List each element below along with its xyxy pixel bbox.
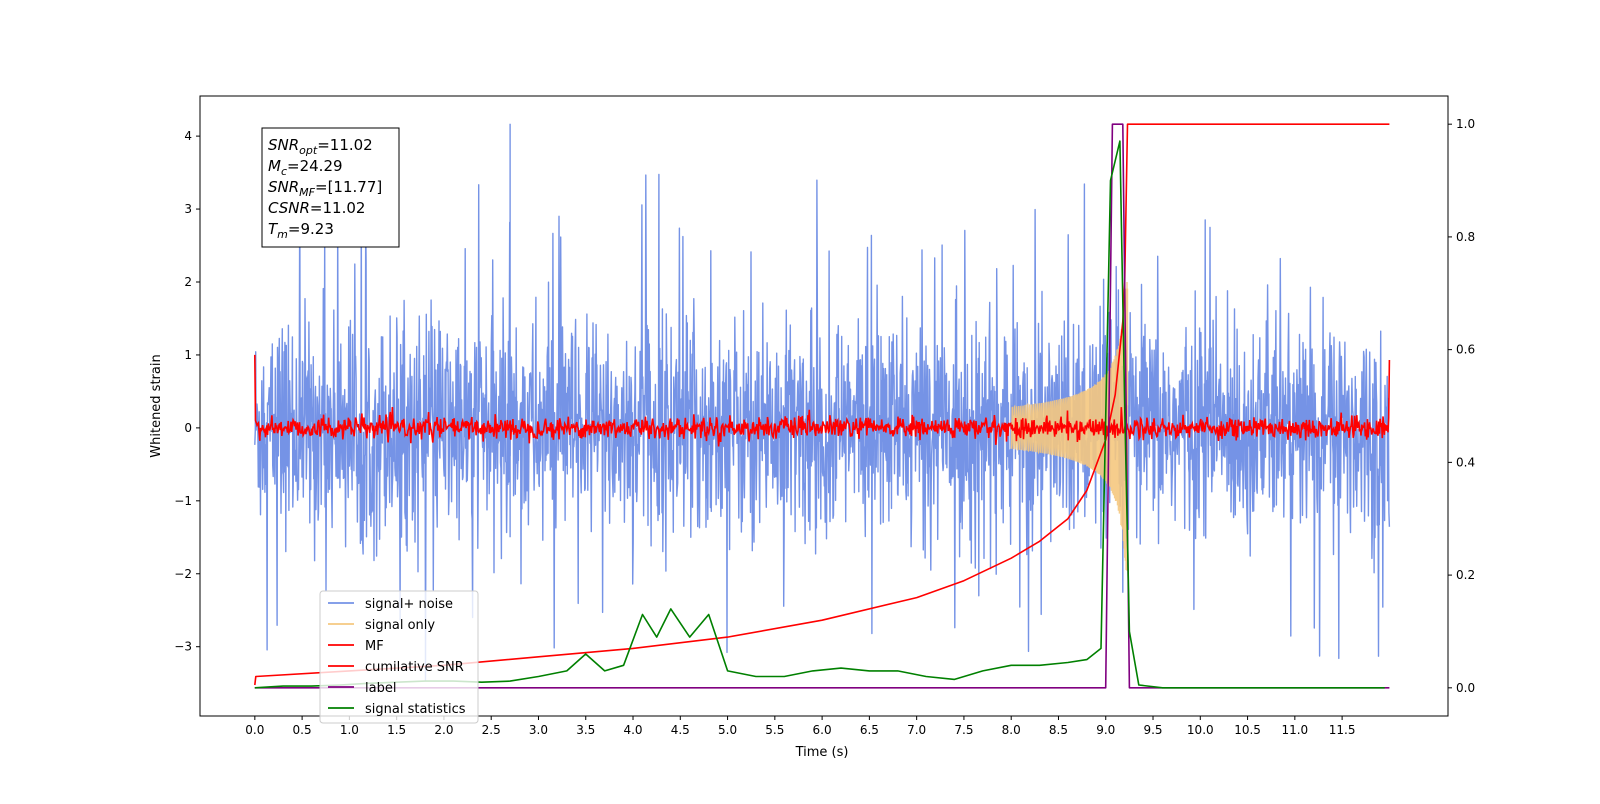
x-tick-label: 8.0 xyxy=(1002,723,1021,737)
annotation-line: Tm=9.23 xyxy=(268,220,334,241)
x-tick-label: 3.0 xyxy=(529,723,548,737)
y-axis-right: 0.0 0.2 0.4 0.6 0.8 1.0 xyxy=(1448,117,1475,695)
x-tick-label: 4.0 xyxy=(623,723,642,737)
y-left-tick-label: 0 xyxy=(184,421,192,435)
plot-frame xyxy=(199,95,1449,717)
x-tick-label: 8.5 xyxy=(1049,723,1068,737)
annotation-line: CSNR=11.02 xyxy=(268,199,365,217)
x-tick-label: 2.0 xyxy=(434,723,453,737)
annotation-subscript: c xyxy=(281,165,287,178)
x-tick-label: 6.0 xyxy=(813,723,832,737)
annotation-line: SNRopt=11.02 xyxy=(268,136,373,157)
x-tick-label: 11.0 xyxy=(1281,723,1308,737)
y-left-tick-label: −3 xyxy=(174,640,192,654)
y-right-tick-label: 0.8 xyxy=(1456,230,1475,244)
legend-frame xyxy=(319,590,479,724)
x-tick-label: 2.5 xyxy=(482,723,501,737)
legend-entry: signal+ noise xyxy=(365,597,453,612)
legend-entry: label xyxy=(365,681,396,696)
x-tick-label: 5.5 xyxy=(765,723,784,737)
x-tick-label: 6.5 xyxy=(860,723,879,737)
x-tick-label: 1.5 xyxy=(387,723,406,737)
y-left-tick-label: −2 xyxy=(174,567,192,581)
annotation-box: SNRopt=11.02Mc=24.29SNRMF=[11.77]CSNR=11… xyxy=(261,127,400,248)
legend-entry: MF xyxy=(365,639,384,654)
annotation-value: =11.02 xyxy=(310,199,366,217)
x-tick-label: 9.0 xyxy=(1096,723,1115,737)
annotation-line: SNRMF=[11.77] xyxy=(268,178,382,199)
x-tick-label: 9.5 xyxy=(1143,723,1162,737)
y-right-tick-label: 1.0 xyxy=(1456,117,1475,131)
x-tick-label: 10.5 xyxy=(1234,723,1261,737)
legend-entry: cumilative SNR xyxy=(365,660,464,675)
legend-entry: signal statistics xyxy=(365,702,466,717)
annotation-value: =24.29 xyxy=(287,157,343,175)
x-tick-label: 7.5 xyxy=(954,723,973,737)
y-right-tick-label: 0.4 xyxy=(1456,455,1475,469)
annotation-subscript: opt xyxy=(299,144,318,157)
y-left-tick-label: 4 xyxy=(184,129,192,143)
annotation-subscript: m xyxy=(277,228,288,241)
legend: signal+ noise signal only MF cumilative SNR… xyxy=(319,590,479,724)
legend-entry: signal only xyxy=(365,618,435,633)
x-tick-label: 0.5 xyxy=(293,723,312,737)
annotation-subscript: MF xyxy=(299,186,315,199)
plot-area xyxy=(254,123,1391,689)
y-axis-label: Whitened strain xyxy=(149,354,164,457)
annotation-symbol: SNR xyxy=(268,136,299,154)
x-tick-label: 5.0 xyxy=(718,723,737,737)
annotation-value: =11.02 xyxy=(317,136,373,154)
annotation-value: =9.23 xyxy=(288,220,334,238)
x-axis: 0.0 0.5 1.0 1.5 2.0 2.5 3.0 3.5 4.0 4.5 5.0 5.5 6.0 6… xyxy=(245,716,1355,737)
x-tick-label: 4.5 xyxy=(671,723,690,737)
x-tick-label: 3.5 xyxy=(576,723,595,737)
annotation-symbol: SNR xyxy=(268,178,299,196)
annotation-symbol: M xyxy=(268,157,281,175)
x-tick-label: 10.0 xyxy=(1187,723,1214,737)
annotation-frame xyxy=(261,127,400,248)
annotation-value: =[11.77] xyxy=(315,178,382,196)
y-axis-left: −3 −2 −1 0 1 2 3 4 xyxy=(174,129,200,654)
x-tick-label: 7.0 xyxy=(907,723,926,737)
x-tick-label: 1.0 xyxy=(340,723,359,737)
x-tick-label: 0.0 xyxy=(245,723,264,737)
series-signal-noise xyxy=(254,173,1391,681)
y-right-tick-label: 0.6 xyxy=(1456,343,1475,357)
x-axis-label: Time (s) xyxy=(795,745,849,760)
series-mf xyxy=(254,354,1391,447)
y-left-tick-label: 1 xyxy=(184,348,192,362)
x-tick-label: 11.5 xyxy=(1329,723,1356,737)
y-right-tick-label: 0.2 xyxy=(1456,568,1475,582)
y-left-tick-label: −1 xyxy=(174,494,192,508)
annotation-line: Mc=24.29 xyxy=(268,157,343,178)
y-left-tick-label: 3 xyxy=(184,202,192,216)
y-right-tick-label: 0.0 xyxy=(1456,681,1475,695)
y-left-tick-label: 2 xyxy=(184,275,192,289)
annotation-symbol: CSNR xyxy=(268,199,310,217)
annotation-symbol: T xyxy=(268,220,279,238)
